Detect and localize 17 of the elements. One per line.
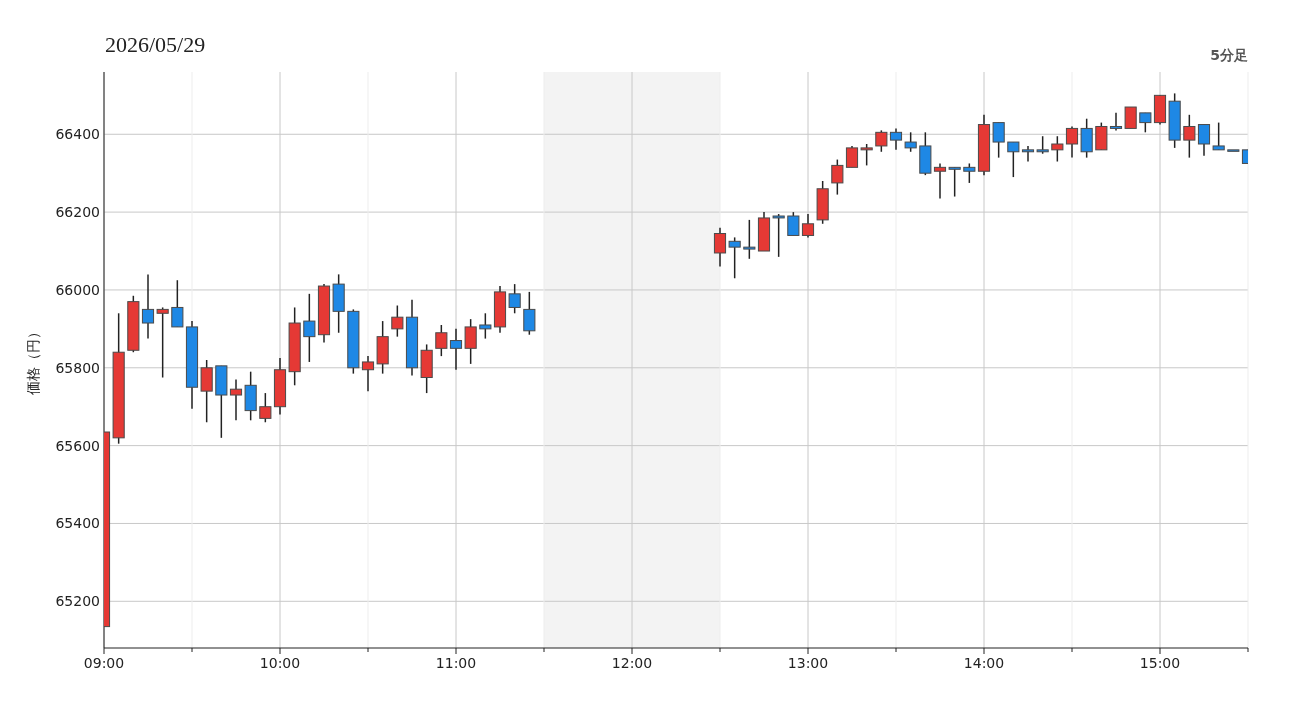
y-tick-label: 65400 [55,515,100,532]
y-tick-label: 66400 [55,126,100,143]
y-tick-label: 66000 [55,281,100,298]
y-axis-title: 価格（円） [25,325,41,395]
text: 5分足 [1210,47,1248,63]
x-tick-label: 14:00 [963,655,1005,671]
y-tick-label: 65600 [55,437,100,454]
x-tick-label: 15:00 [1139,655,1181,671]
y-tick-label: 65800 [55,359,100,376]
x-tick-label: 10:00 [259,655,301,671]
y-tick-label: 65200 [55,593,100,610]
x-tick-label: 12:00 [611,655,653,671]
x-tick-label: 13:00 [787,655,829,671]
x-tick-label: 11:00 [435,655,477,671]
x-tick-label: 09:00 [83,655,125,671]
y-tick-label: 66200 [55,204,100,221]
chart-title: 2026/05/29 [105,32,206,57]
